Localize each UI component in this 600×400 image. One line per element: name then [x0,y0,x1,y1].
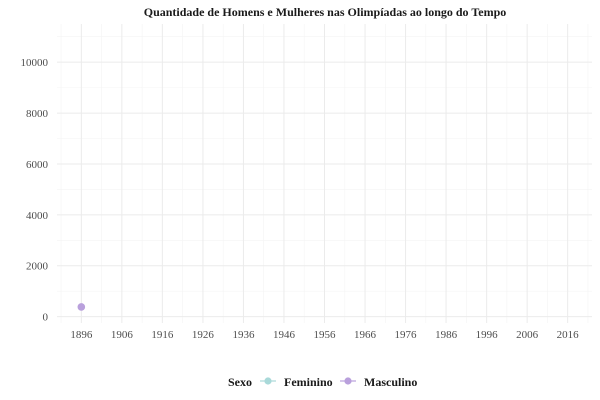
y-tick-label: 2000 [26,261,49,273]
x-tick-label: 1906 [111,329,134,341]
legend-label-feminino: Feminino [284,375,333,389]
y-tick-label: 8000 [26,108,49,120]
legend: Sexo Feminino Masculino [228,375,417,389]
y-tick-label: 4000 [26,210,49,222]
y-tick-label: 10000 [21,57,49,69]
x-tick-label: 1896 [70,329,93,341]
legend-label-masculino: Masculino [364,375,417,389]
x-tick-label: 2016 [557,329,580,341]
x-tick-label: 1996 [476,329,499,341]
chart-title: Quantidade de Homens e Mulheres nas Olim… [144,5,507,19]
x-tick-label: 1956 [314,329,337,341]
legend-key-feminino [264,377,272,385]
x-axis: 1896 1906 1916 1926 1936 1946 1956 1966 1976 1986… [70,329,579,341]
x-tick-label: 1966 [354,329,377,341]
legend-item-feminino: Feminino [260,375,333,389]
legend-title: Sexo [228,375,252,389]
x-tick-label: 1916 [151,329,174,341]
x-tick-label: 1986 [435,329,458,341]
y-tick-label: 0 [43,312,49,324]
x-tick-label: 1976 [395,329,418,341]
legend-item-masculino: Masculino [340,375,417,389]
x-tick-label: 1946 [273,329,296,341]
y-tick-label: 6000 [26,159,49,171]
grid [57,24,592,323]
x-tick-label: 2006 [516,329,539,341]
y-axis: 0 2000 4000 6000 8000 10000 [21,57,49,323]
x-tick-label: 1936 [232,329,255,341]
x-tick-label: 1926 [192,329,215,341]
data-points [77,303,86,311]
legend-key-masculino [344,377,352,385]
point-masculino [77,303,86,311]
